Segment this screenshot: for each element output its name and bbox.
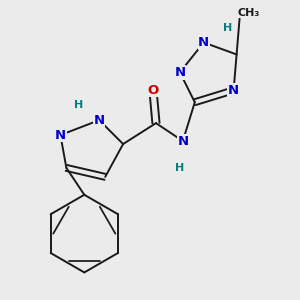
Text: H: H bbox=[175, 163, 184, 173]
Text: CH₃: CH₃ bbox=[237, 8, 260, 18]
Text: N: N bbox=[55, 129, 66, 142]
Text: N: N bbox=[228, 84, 239, 97]
Text: N: N bbox=[94, 114, 105, 127]
Text: O: O bbox=[147, 84, 159, 97]
Text: N: N bbox=[177, 134, 188, 148]
Text: N: N bbox=[198, 36, 209, 49]
Text: H: H bbox=[74, 100, 83, 110]
Text: N: N bbox=[174, 66, 185, 79]
Text: H: H bbox=[223, 22, 232, 33]
